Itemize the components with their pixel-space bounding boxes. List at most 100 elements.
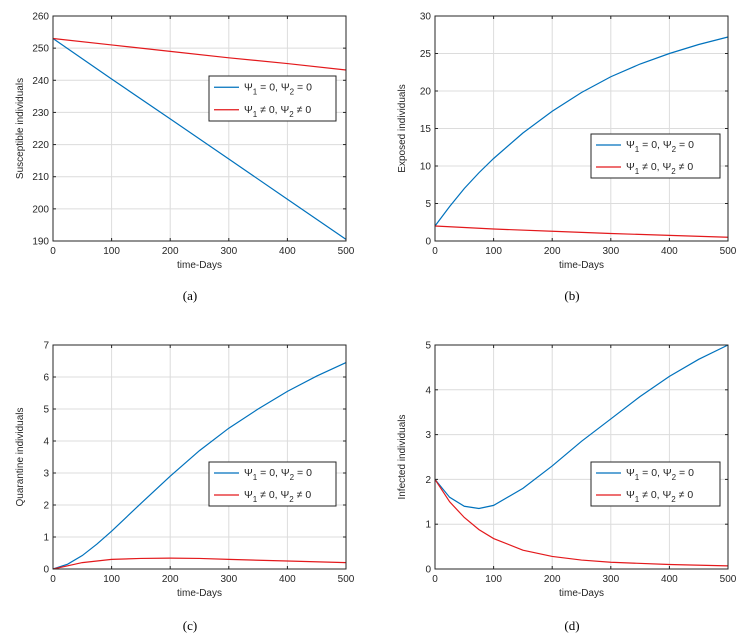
legend-label-part: 1 (253, 495, 258, 504)
x-tick-label: 400 (661, 246, 678, 257)
y-tick-label: 7 (43, 341, 49, 352)
legend-label-part: Ψ (244, 489, 253, 501)
panel-caption: (b) (564, 288, 579, 303)
x-tick-label: 100 (485, 574, 502, 585)
legend-label-part: 1 (635, 495, 640, 504)
legend-label-part: 2 (290, 87, 295, 96)
x-tick-label: 500 (720, 246, 737, 257)
legend-label-part: 1 (253, 110, 258, 119)
panel-caption: (d) (564, 618, 579, 633)
y-tick-label: 3 (425, 430, 431, 441)
plot-area (53, 345, 346, 569)
legend-label: Ψ1 ≠ 0, Ψ2 ≠ 0 (244, 489, 311, 504)
x-tick-label: 100 (103, 574, 120, 585)
legend-label-part: ≠ 0 (676, 489, 694, 501)
legend: Ψ1 = 0, Ψ2 = 0Ψ1 ≠ 0, Ψ2 ≠ 0 (590, 133, 721, 179)
x-axis-label: time-Days (559, 260, 604, 271)
y-tick-label: 200 (32, 204, 49, 215)
x-tick-label: 300 (220, 246, 237, 257)
chart-panel-d: 0 100 200 300 400 500 0 1 2 3 4 5 time-Days Infected … (397, 341, 737, 634)
series-line-1 (434, 344, 729, 510)
x-tick-label: 200 (162, 246, 179, 257)
y-tick-label: 1 (425, 520, 431, 531)
x-tick-label: 300 (220, 574, 237, 585)
x-tick-label: 300 (602, 574, 619, 585)
legend-label-part: ≠ 0, Ψ (257, 489, 289, 501)
legend-label-part: 2 (290, 473, 295, 482)
legend-label: Ψ1 = 0, Ψ2 = 0 (244, 81, 312, 96)
legend-label-part: = 0, Ψ (639, 467, 672, 479)
x-axis-label: time-Days (559, 588, 604, 599)
legend-label-part: Ψ (244, 81, 253, 93)
x-tick-label: 500 (338, 246, 355, 257)
legend-label-part: = 0, Ψ (639, 139, 672, 151)
y-tick-label: 2 (43, 501, 49, 512)
legend-label: Ψ1 ≠ 0, Ψ2 ≠ 0 (626, 161, 693, 176)
legend-label-part: Ψ (244, 104, 253, 116)
y-tick-label: 0 (425, 237, 431, 248)
x-axis-label: time-Days (177, 588, 222, 599)
chart-panel-b: 0 100 200 300 400 500 0 5 10 15 20 25 30 time-Days Exp… (397, 12, 737, 304)
legend-label-part: 2 (671, 167, 676, 176)
y-tick-label: 3 (43, 469, 49, 480)
x-tick-label: 0 (432, 246, 438, 257)
x-tick-label: 300 (602, 246, 619, 257)
legend-label-part: 1 (253, 473, 258, 482)
legend-label-part: Ψ (626, 489, 635, 501)
legend-box (590, 461, 721, 507)
y-tick-label: 20 (420, 87, 432, 98)
x-tick-label: 400 (279, 574, 296, 585)
legend-label-part: ≠ 0, Ψ (639, 489, 671, 501)
x-tick-label: 500 (338, 574, 355, 585)
legend-label-part: = 0 (294, 81, 312, 93)
legend-label-part: 1 (635, 473, 640, 482)
legend-label-part: = 0 (676, 467, 694, 479)
panel-caption: (a) (183, 288, 197, 303)
series-line-2 (52, 37, 347, 71)
legend-label-part: ≠ 0 (294, 489, 312, 501)
plot-area (435, 345, 728, 569)
chart-panel-c: 0 100 200 300 400 500 0 1 2 3 4 5 6 7 time-Days Quarant… (15, 341, 355, 634)
legend-label: Ψ1 = 0, Ψ2 = 0 (626, 467, 694, 482)
y-axis-label: Exposed individuals (397, 84, 408, 172)
legend-label: Ψ1 = 0, Ψ2 = 0 (244, 467, 312, 482)
legend-label-part: 1 (635, 167, 640, 176)
series-line-1 (434, 36, 729, 227)
axes-frame (52, 15, 347, 242)
legend-label-part: Ψ (626, 139, 635, 151)
legend-box (590, 133, 721, 179)
y-tick-label: 230 (32, 108, 49, 119)
x-tick-label: 0 (50, 574, 56, 585)
x-tick-label: 500 (720, 574, 737, 585)
legend: Ψ1 = 0, Ψ2 = 0Ψ1 ≠ 0, Ψ2 ≠ 0 (208, 75, 337, 122)
legend-label-part: ≠ 0 (294, 104, 312, 116)
legend-box (208, 461, 337, 507)
series-line-2 (52, 557, 347, 570)
legend-label-part: ≠ 0, Ψ (257, 104, 289, 116)
legend-label: Ψ1 ≠ 0, Ψ2 ≠ 0 (244, 104, 311, 119)
x-tick-label: 200 (544, 574, 561, 585)
legend-label-part: 2 (672, 145, 677, 154)
y-axis-label: Susceptible individuals (15, 78, 26, 179)
legend-label-part: = 0, Ψ (257, 81, 290, 93)
y-tick-label: 2 (425, 475, 431, 486)
x-tick-label: 0 (432, 574, 438, 585)
legend-label-part: = 0 (676, 139, 694, 151)
legend-label-part: = 0 (294, 467, 312, 479)
y-tick-label: 25 (420, 49, 432, 60)
y-tick-label: 10 (420, 162, 432, 173)
y-tick-label: 260 (32, 12, 49, 23)
x-tick-label: 100 (485, 246, 502, 257)
legend-label-part: Ψ (626, 161, 635, 173)
y-tick-label: 220 (32, 140, 49, 151)
legend-label-part: 1 (635, 145, 640, 154)
y-tick-label: 5 (43, 405, 49, 416)
axes-frame (52, 344, 347, 570)
legend-label-part: 1 (253, 87, 258, 96)
y-tick-label: 0 (43, 565, 49, 576)
x-tick-label: 0 (50, 246, 56, 257)
legend-label-part: Ψ (244, 467, 253, 479)
series-line-1 (52, 38, 347, 240)
y-tick-label: 30 (420, 12, 432, 23)
